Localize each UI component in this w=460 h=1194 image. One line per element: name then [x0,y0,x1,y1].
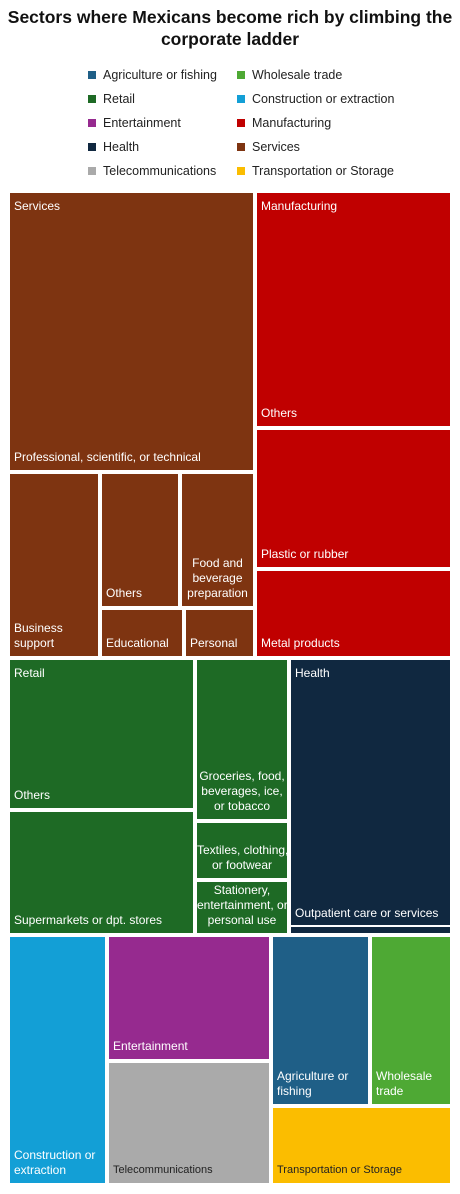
chart-title-line-1: Sectors where Mexicans become rich by cl… [7,7,453,27]
legend-label: Retail [103,92,135,106]
treemap-cell-label: Plastic or rubber [261,547,349,561]
treemap-cell: Agriculture or fishing [271,935,370,1106]
legend-swatch [237,71,245,79]
treemap-cell-label: Wholesale trade [376,1069,433,1098]
legend-item: Retail [88,91,135,107]
treemap-sector-label: Manufacturing [261,199,338,213]
treemap-cell: Plastic or rubber [255,428,452,569]
legend-swatch [237,143,245,151]
treemap-cell-label: Outpatient care or services [295,906,439,920]
treemap-cell-label: Others [106,586,143,600]
treemap-cell-label: Groceries, food, beverages, ice, or tobacc… [199,769,285,813]
treemap-cell-label: Food and beverage preparation [187,556,248,600]
chart-legend: Agriculture or fishing Wholesale trade Ret… [0,0,460,190]
treemap-cell-label: Construction or extraction [14,1148,96,1177]
legend-item: Construction or extraction [237,91,394,107]
legend-item: Services [237,139,300,155]
treemap-cell-label: Entertainment [113,1039,188,1053]
treemap-cell-label: Others [14,788,51,802]
treemap-cell: Outpatient care or services Health [289,658,452,935]
chart-title-line-2: corporate ladder [160,29,300,49]
treemap-cell-label: Textiles, clothing, or footwear [197,843,289,872]
legend-label: Transportation or Storage [252,164,394,178]
treemap-cell: Groceries, food, beverages, ice, or tobacc… [195,658,289,821]
treemap-cell-label: Personal [190,636,238,650]
treemap-cell: Business support [8,472,100,658]
treemap-cell: Stationery, entertainment, or personal use [195,880,289,935]
treemap-cell: Educational [100,608,184,658]
legend-label: Entertainment [103,116,181,130]
treemap-cell-label: Others [261,406,298,420]
treemap-cell: Others Manufacturing [255,191,452,428]
legend-swatch [237,167,245,175]
legend-swatch [88,119,96,127]
treemap-cell: Metal products [255,569,452,658]
legend-swatch [88,95,96,103]
legend-label: Wholesale trade [252,68,343,82]
legend-label: Health [103,140,140,154]
treemap-cell: Wholesale trade [370,935,452,1106]
legend-label: Telecommunications [103,164,217,178]
treemap-cell-label: Educational [106,636,169,650]
treemap-cell-divider [291,925,450,927]
treemap-cell: Transportation or Storage [271,1106,452,1185]
treemap-cell: Supermarkets or dpt. stores [8,810,195,935]
legend-swatch [88,71,96,79]
legend-swatch [88,167,96,175]
treemap-sector-label: Services [14,199,61,213]
treemap-cell-label: Telecommunications [113,1164,213,1176]
chart-title: Sectors where Mexicans become rich by cl… [0,6,460,50]
treemap-cell: Construction or extraction [8,935,107,1185]
legend-item: Entertainment [88,115,181,131]
legend-label: Services [252,140,300,154]
treemap-cell: Telecommunications [107,1061,271,1185]
legend-label: Manufacturing [252,116,332,130]
legend-item: Wholesale trade [237,67,342,83]
legend-label: Construction or extraction [252,92,395,106]
treemap-cell: Food and beverage preparation [180,472,255,608]
legend-item: Health [88,139,139,155]
treemap-cell-label: Stationery, entertainment, or personal use [197,883,288,927]
treemap-cell-label: Transportation or Storage [277,1164,402,1176]
legend-swatch [88,143,96,151]
treemap-cell: Textiles, clothing, or footwear [195,821,289,880]
treemap-sector-label: Retail [14,666,45,680]
treemap-cell: Others [100,472,180,608]
legend-label: Agriculture or fishing [103,68,217,82]
legend-item: Agriculture or fishing [88,67,217,83]
treemap-sector-label: Health [295,666,330,680]
legend-item: Manufacturing [237,115,331,131]
treemap-cell-label: Agriculture or fishing [277,1069,349,1098]
treemap-cell: Professional, scientific, or technical Se… [8,191,255,472]
treemap-cell: Others Retail [8,658,195,810]
treemap-cell-label: Supermarkets or dpt. stores [14,913,163,927]
treemap-cell: Personal [184,608,255,658]
legend-swatch [237,95,245,103]
treemap-cell-label: Professional, scientific, or technical [14,450,201,464]
treemap-cell: Entertainment [107,935,271,1061]
legend-swatch [237,119,245,127]
legend-item: Telecommunications [88,163,216,179]
treemap-cell-label: Metal products [261,636,340,650]
legend-item: Transportation or Storage [237,163,394,179]
treemap-cell-label: Business support [14,621,63,650]
